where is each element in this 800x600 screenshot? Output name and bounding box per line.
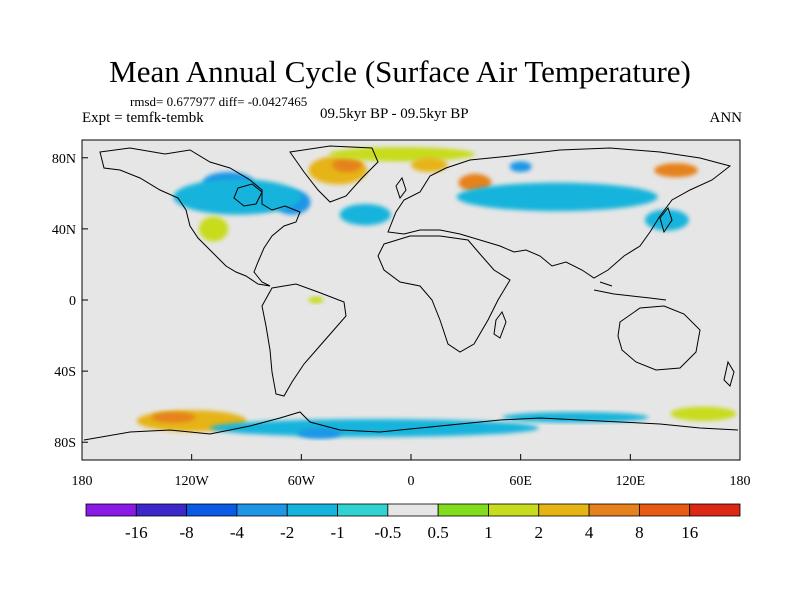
lon-tick-label: 60W (288, 474, 316, 489)
coast-hudson-bay (233, 183, 263, 207)
colorbar-label: 4 (585, 523, 594, 542)
lon-tick-label: 120E (616, 474, 646, 489)
coast-britain (395, 176, 407, 200)
colorbar-label: 0.5 (428, 523, 449, 542)
colorbar-label: -16 (125, 523, 148, 542)
anomaly-region-great-plains (198, 216, 229, 242)
anomaly-region-canada-band (173, 179, 302, 215)
anomaly-region-east-asia (644, 209, 689, 231)
colorbar-label: -4 (230, 523, 245, 542)
anomaly-regions (136, 147, 737, 439)
coast-australia (617, 305, 701, 371)
lat-tick-label: 40N (52, 223, 76, 238)
lat-tick-label: 40S (54, 365, 76, 380)
anomaly-region-barents (509, 161, 532, 173)
figure-title: Mean Annual Cycle (Surface Air Temperatu… (109, 54, 691, 89)
colorbar-swatch (488, 503, 540, 517)
axis-ticks: 180 120W 60W 0 60E 120E 180 80N 40N 0 40S 80S (52, 152, 751, 489)
anomaly-region-east-siberia (654, 163, 698, 178)
colorbar-label: -2 (280, 523, 294, 542)
colorbar-swatch (85, 503, 137, 517)
colorbar-swatch (286, 503, 338, 517)
coast-africa (377, 235, 511, 353)
coastlines (83, 145, 739, 441)
colorbar-swatch (236, 503, 288, 517)
anomaly-region-pacific-south-east (670, 406, 737, 421)
colorbar-swatch (689, 503, 741, 517)
experiment-label: Expt = temfk-tembk (82, 110, 204, 126)
season-label: ANN (709, 110, 743, 126)
colorbar-label: 8 (635, 523, 644, 542)
colorbar-swatch (437, 503, 489, 517)
anomaly-region-greenland-core (332, 157, 362, 172)
colorbar-label: 2 (535, 523, 544, 542)
anomaly-region-north-atlantic (339, 204, 391, 226)
coast-indonesia (593, 281, 667, 301)
colorbar-swatch (186, 503, 238, 517)
colorbar-swatch (538, 503, 590, 517)
anomaly-region-indian-ocean-south (502, 412, 649, 423)
colorbar-swatch (135, 503, 188, 517)
colorbar: -16 -8 -4 -2 -1 -0.5 0.5 1 2 4 8 16 (85, 503, 741, 542)
anomaly-region-arctic-ocean (328, 147, 475, 162)
anomaly-region-norway-sea (411, 157, 448, 172)
colorbar-label: -1 (330, 523, 344, 542)
coast-japan (659, 206, 673, 234)
lat-tick-label: 80S (54, 436, 76, 451)
coast-antarctica (83, 411, 739, 441)
coast-south-america (261, 283, 347, 397)
colorbar-swatch (337, 503, 389, 517)
anomaly-region-scandinavia (458, 173, 492, 192)
anomaly-region-amazon (308, 296, 324, 304)
anomaly-region-antarctic-coast (209, 419, 539, 437)
coast-eurasia (387, 147, 732, 279)
lon-tick-label: 60E (509, 474, 532, 489)
colorbar-label: -8 (180, 523, 194, 542)
period-label: 09.5kyr BP - 09.5kyr BP (320, 106, 469, 122)
colorbar-swatch (588, 503, 640, 517)
lat-tick-label: 0 (69, 294, 76, 309)
coast-new-zealand (723, 360, 735, 387)
lon-tick-label: 180 (730, 474, 751, 489)
coast-greenland (289, 145, 379, 203)
lon-tick-label: 120W (175, 474, 210, 489)
colorbar-swatch (638, 503, 691, 517)
colorbar-swatch (387, 503, 439, 517)
anomaly-region-eurasia-band (456, 182, 658, 212)
anomaly-region-weddell (297, 428, 342, 439)
lon-tick-label: 0 (408, 474, 415, 489)
coast-north-america (99, 147, 301, 287)
colorbar-label: 16 (681, 523, 698, 542)
colorbar-label: -0.5 (374, 523, 401, 542)
lat-tick-label: 80N (52, 152, 76, 167)
lon-tick-label: 180 (72, 474, 93, 489)
colorbar-label: 1 (484, 523, 493, 542)
coast-madagascar (493, 310, 507, 339)
rmsd-diff-stats: rmsd= 0.677977 diff= -0.0427465 (130, 94, 308, 109)
anomaly-region-ross-core (151, 412, 196, 423)
